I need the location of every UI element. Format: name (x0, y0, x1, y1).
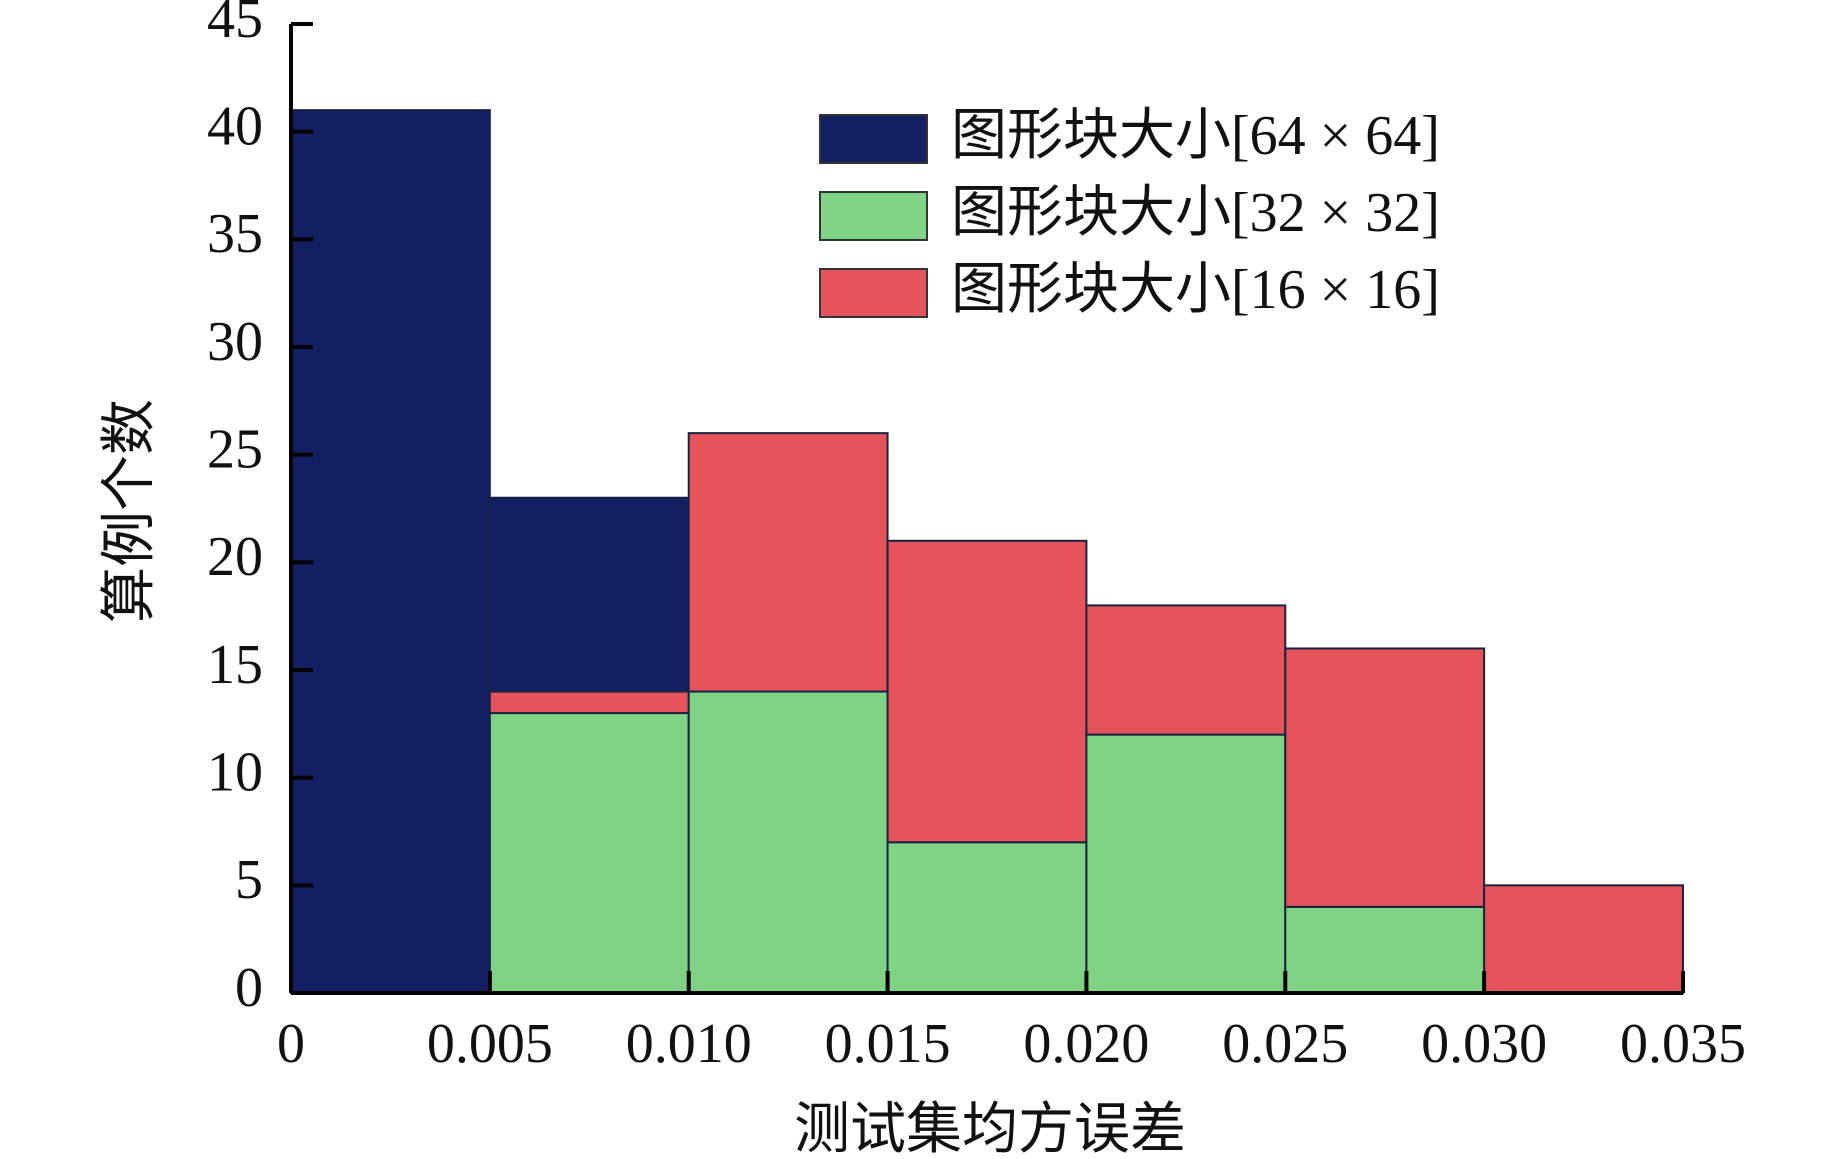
bar (886, 841, 1088, 994)
x-axis-label: 测试集均方误差 (794, 1099, 1186, 1159)
bar (1284, 905, 1486, 994)
bar (886, 539, 1088, 844)
y-tick-label: 0 (235, 957, 263, 1019)
bar (1085, 733, 1287, 994)
y-axis-label: 算例个数 (99, 399, 161, 623)
legend-label: 图形块大小[16 × 16] (951, 259, 1440, 321)
x-tick-label: 0.025 (1222, 1013, 1348, 1075)
x-tick-label: 0.005 (427, 1013, 553, 1075)
x-tick-label: 0.020 (1023, 1013, 1149, 1075)
x-tick-label: 0.035 (1620, 1013, 1746, 1075)
legend-label: 图形块大小[32 × 32] (951, 182, 1440, 244)
legend-swatch (819, 114, 928, 164)
bar (290, 109, 491, 994)
x-tick-label: 0.015 (825, 1013, 951, 1075)
bar (488, 496, 690, 693)
legend-label: 图形块大小[64 × 64] (951, 105, 1440, 167)
bar (1284, 647, 1486, 908)
bar (1483, 884, 1684, 994)
x-tick-label: 0.010 (626, 1013, 752, 1075)
y-tick-label: 35 (207, 203, 263, 265)
y-tick-label: 15 (207, 634, 263, 696)
bar (1085, 604, 1287, 736)
legend-swatch (819, 191, 928, 241)
x-tick-label: 0.030 (1421, 1013, 1547, 1075)
bar (488, 690, 690, 715)
legend-swatch (819, 268, 928, 318)
bar (687, 690, 889, 994)
y-tick-label: 45 (207, 0, 263, 50)
y-tick-label: 30 (207, 311, 263, 373)
x-tick-label: 0 (277, 1013, 305, 1075)
y-tick-label: 20 (207, 526, 263, 588)
bar (687, 432, 889, 693)
y-tick-label: 25 (207, 419, 263, 481)
bar (488, 712, 690, 994)
y-tick-label: 5 (235, 849, 263, 911)
y-tick-label: 40 (207, 96, 263, 158)
y-tick-label: 10 (207, 742, 263, 804)
